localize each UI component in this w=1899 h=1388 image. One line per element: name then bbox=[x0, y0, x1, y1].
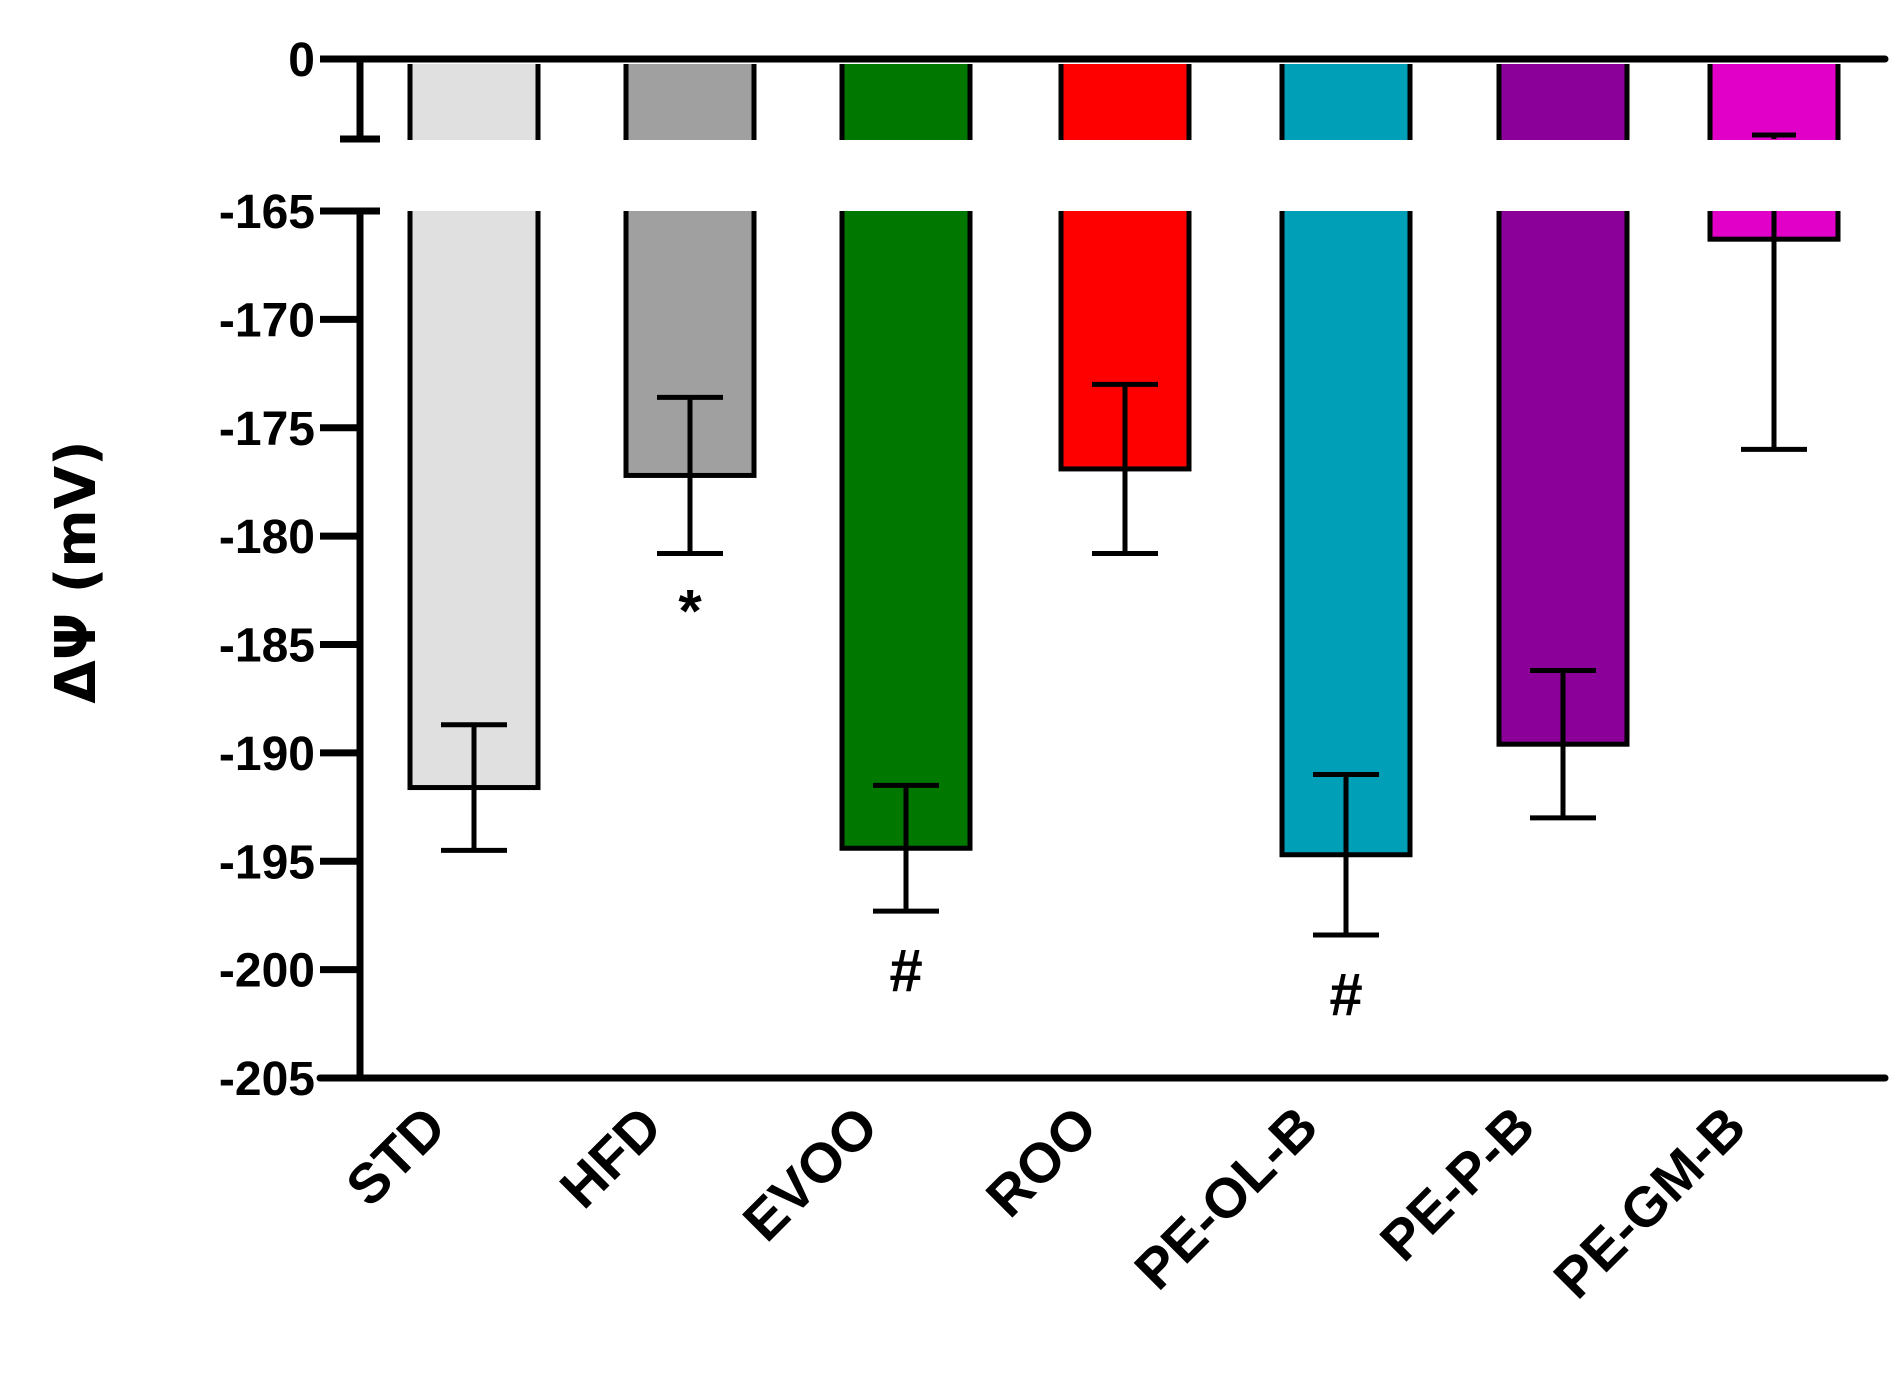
bar-evoo bbox=[839, 211, 973, 851]
y-tick-label--180: -180 bbox=[219, 511, 315, 564]
bar-pe-ol-b-top bbox=[1279, 64, 1413, 140]
y-tick-label--205: -205 bbox=[219, 1053, 315, 1106]
error-bar-evoo bbox=[873, 782, 939, 914]
error-bar-pe-p-b bbox=[1530, 668, 1596, 821]
y-tick-label--175: -175 bbox=[219, 403, 315, 456]
bar-hfd-top bbox=[623, 64, 757, 140]
significance-evoo: # bbox=[889, 937, 922, 1004]
bars-top-segment bbox=[407, 64, 1841, 140]
category-label-pe-p-b: PE-P-B bbox=[1368, 1094, 1547, 1273]
category-label-std: STD bbox=[334, 1094, 458, 1218]
y-tick-label--170: -170 bbox=[219, 294, 315, 347]
y-tick-label--190: -190 bbox=[219, 728, 315, 781]
significance-pe-ol-b: # bbox=[1329, 961, 1362, 1028]
error-bar-pe-ol-b bbox=[1313, 772, 1379, 938]
bar-std bbox=[407, 211, 541, 791]
error-bar-pe-gm-b bbox=[1741, 132, 1807, 452]
axes bbox=[316, 55, 1889, 1082]
error-bar-std bbox=[441, 722, 507, 853]
y-tick-label-0: 0 bbox=[288, 34, 315, 87]
category-label-roo: ROO bbox=[974, 1094, 1109, 1229]
error-bar-hfd bbox=[657, 394, 723, 556]
category-label-hfd: HFD bbox=[548, 1094, 674, 1220]
bar-pe-ol-b bbox=[1279, 211, 1413, 858]
bar-roo-top bbox=[1058, 64, 1192, 140]
category-label-pe-ol-b: PE-OL-B bbox=[1122, 1094, 1329, 1301]
bar-pe-p-b-top bbox=[1496, 64, 1630, 140]
error-bars bbox=[441, 132, 1807, 938]
y-tick-label--165: -165 bbox=[219, 186, 315, 239]
bar-evoo-top bbox=[839, 64, 973, 140]
y-axis-title: ΔΨ (mV) bbox=[44, 440, 109, 703]
y-tick-label--200: -200 bbox=[219, 945, 315, 998]
y-tick-label--195: -195 bbox=[219, 836, 315, 889]
significance-hfd: * bbox=[678, 577, 702, 644]
bar-std-top bbox=[407, 64, 541, 140]
y-tick-label--185: -185 bbox=[219, 620, 315, 673]
bar-pe-gm-b-top bbox=[1707, 64, 1841, 140]
error-bar-roo bbox=[1092, 381, 1158, 556]
category-label-evoo: EVOO bbox=[731, 1094, 890, 1253]
category-label-pe-gm-b: PE-GM-B bbox=[1541, 1094, 1757, 1310]
bar-pe-p-b bbox=[1496, 211, 1630, 747]
